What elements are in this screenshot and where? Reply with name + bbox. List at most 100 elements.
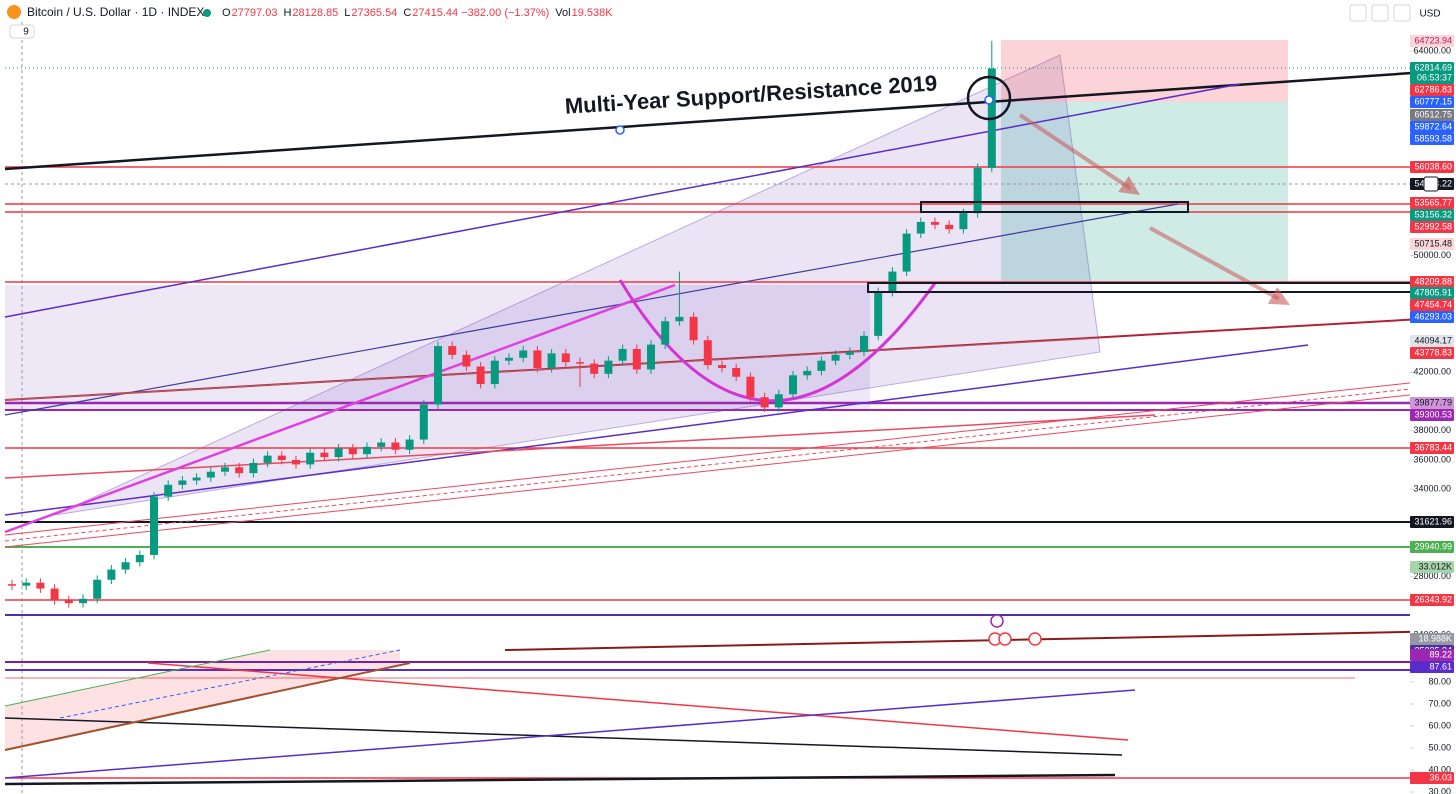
candle-body xyxy=(618,348,627,361)
candle-body xyxy=(36,582,45,589)
price-label: 46293.03 xyxy=(1414,311,1452,321)
price-label: 89.22 xyxy=(1429,649,1452,659)
candle-body xyxy=(760,397,769,408)
price-label-box xyxy=(1410,133,1454,145)
candle-body xyxy=(490,360,499,385)
candle-body xyxy=(732,367,741,377)
crosshair-button xyxy=(1423,176,1439,192)
price-label-box xyxy=(1410,335,1454,347)
candle-body xyxy=(945,224,954,230)
drawing-line xyxy=(4,689,1136,779)
candle-body xyxy=(306,452,315,465)
event-icon xyxy=(1028,632,1042,646)
badge-box[interactable] xyxy=(9,24,35,39)
candle-body xyxy=(561,353,570,363)
candle-body xyxy=(931,221,939,225)
candle-body xyxy=(647,344,655,370)
price-label-box xyxy=(1410,221,1454,233)
price-label: 62786.83 xyxy=(1414,84,1452,94)
candle-body xyxy=(150,496,158,555)
price-label: 60512.75 xyxy=(1414,109,1452,119)
price-label-box xyxy=(1410,299,1454,311)
highlight-circle xyxy=(966,75,1012,121)
ohlc-value: 28128.85 xyxy=(292,7,338,19)
ohlc-value: 27797.03 xyxy=(232,7,278,19)
candle-body xyxy=(604,360,613,374)
anchor xyxy=(984,95,994,105)
candle-body xyxy=(632,348,641,370)
candle-body xyxy=(79,598,87,604)
price-label-box xyxy=(1410,442,1454,454)
candle-body xyxy=(249,462,258,474)
price-label-box xyxy=(1410,276,1454,288)
price-label-box xyxy=(1410,633,1454,645)
y-tick-label: 50000.00 xyxy=(1413,250,1451,260)
candle-body xyxy=(916,221,925,234)
candle-body xyxy=(675,316,684,322)
candle-body xyxy=(377,442,386,447)
badge: 9 xyxy=(23,27,29,38)
candle-body xyxy=(703,340,712,366)
price-label: 52992.58 xyxy=(1414,221,1452,231)
button[interactable] xyxy=(1371,4,1389,22)
candle-body xyxy=(405,439,414,450)
candle-body xyxy=(476,366,485,385)
button[interactable] xyxy=(1349,4,1367,22)
candle-body xyxy=(462,354,471,367)
anchor xyxy=(615,125,625,135)
price-label: 60777.15 xyxy=(1414,96,1452,106)
price-label-box xyxy=(1410,772,1454,784)
price-label-box xyxy=(1410,197,1454,209)
drawing-line xyxy=(4,662,411,751)
candle-body xyxy=(576,362,584,364)
candle-body xyxy=(590,363,599,374)
price-label-box xyxy=(1410,409,1454,421)
candle-body xyxy=(164,484,173,497)
candle-body xyxy=(263,455,272,463)
y2-tick-label: 40.00 xyxy=(1428,764,1451,774)
drawing-line xyxy=(4,773,1116,786)
drawings xyxy=(4,22,1456,794)
ohlc-key: Vol xyxy=(555,7,570,19)
candle-body xyxy=(292,460,300,465)
candle-body xyxy=(64,600,73,604)
symbol: Bitcoin / U.S. Dollar · 1D · INDEX xyxy=(27,5,204,19)
price-label-box xyxy=(1410,516,1454,528)
price-label-box xyxy=(1410,96,1454,108)
drawing-line xyxy=(4,203,1179,416)
price-label-box xyxy=(1410,84,1454,96)
price-label-box xyxy=(1410,561,1454,573)
candle-body xyxy=(334,448,343,458)
toolbar xyxy=(0,0,1456,22)
price-label-box xyxy=(1410,35,1454,47)
ohlc-key: C xyxy=(403,7,411,19)
price-label: 36783.44 xyxy=(1414,442,1452,452)
price-label-box xyxy=(1410,541,1454,553)
candle-body xyxy=(888,271,897,293)
drawing-line xyxy=(4,649,271,707)
candle-body xyxy=(746,376,755,398)
price-label: 47454.74 xyxy=(1414,299,1452,309)
button[interactable] xyxy=(1393,4,1411,22)
candle-body xyxy=(689,316,698,341)
candle-body xyxy=(774,394,783,408)
event-icon xyxy=(998,632,1012,646)
price-label-box xyxy=(1410,397,1454,409)
price-label: 44094.17 xyxy=(1414,335,1452,345)
event-icon xyxy=(990,614,1004,628)
candle-body xyxy=(221,467,229,472)
candle-body xyxy=(206,471,215,478)
ohlc-key: H xyxy=(283,7,291,19)
price-label-box xyxy=(1410,238,1454,250)
drawing-line xyxy=(4,377,1456,536)
candle-body xyxy=(93,579,102,599)
price-label: 53156.32 xyxy=(1414,209,1452,219)
currency[interactable]: USD xyxy=(1419,9,1440,20)
price-label-box xyxy=(1410,661,1454,673)
price-label: 39877.79 xyxy=(1414,397,1452,407)
candle-body xyxy=(107,569,116,580)
candle-body xyxy=(391,442,400,450)
candle-body xyxy=(973,167,982,214)
